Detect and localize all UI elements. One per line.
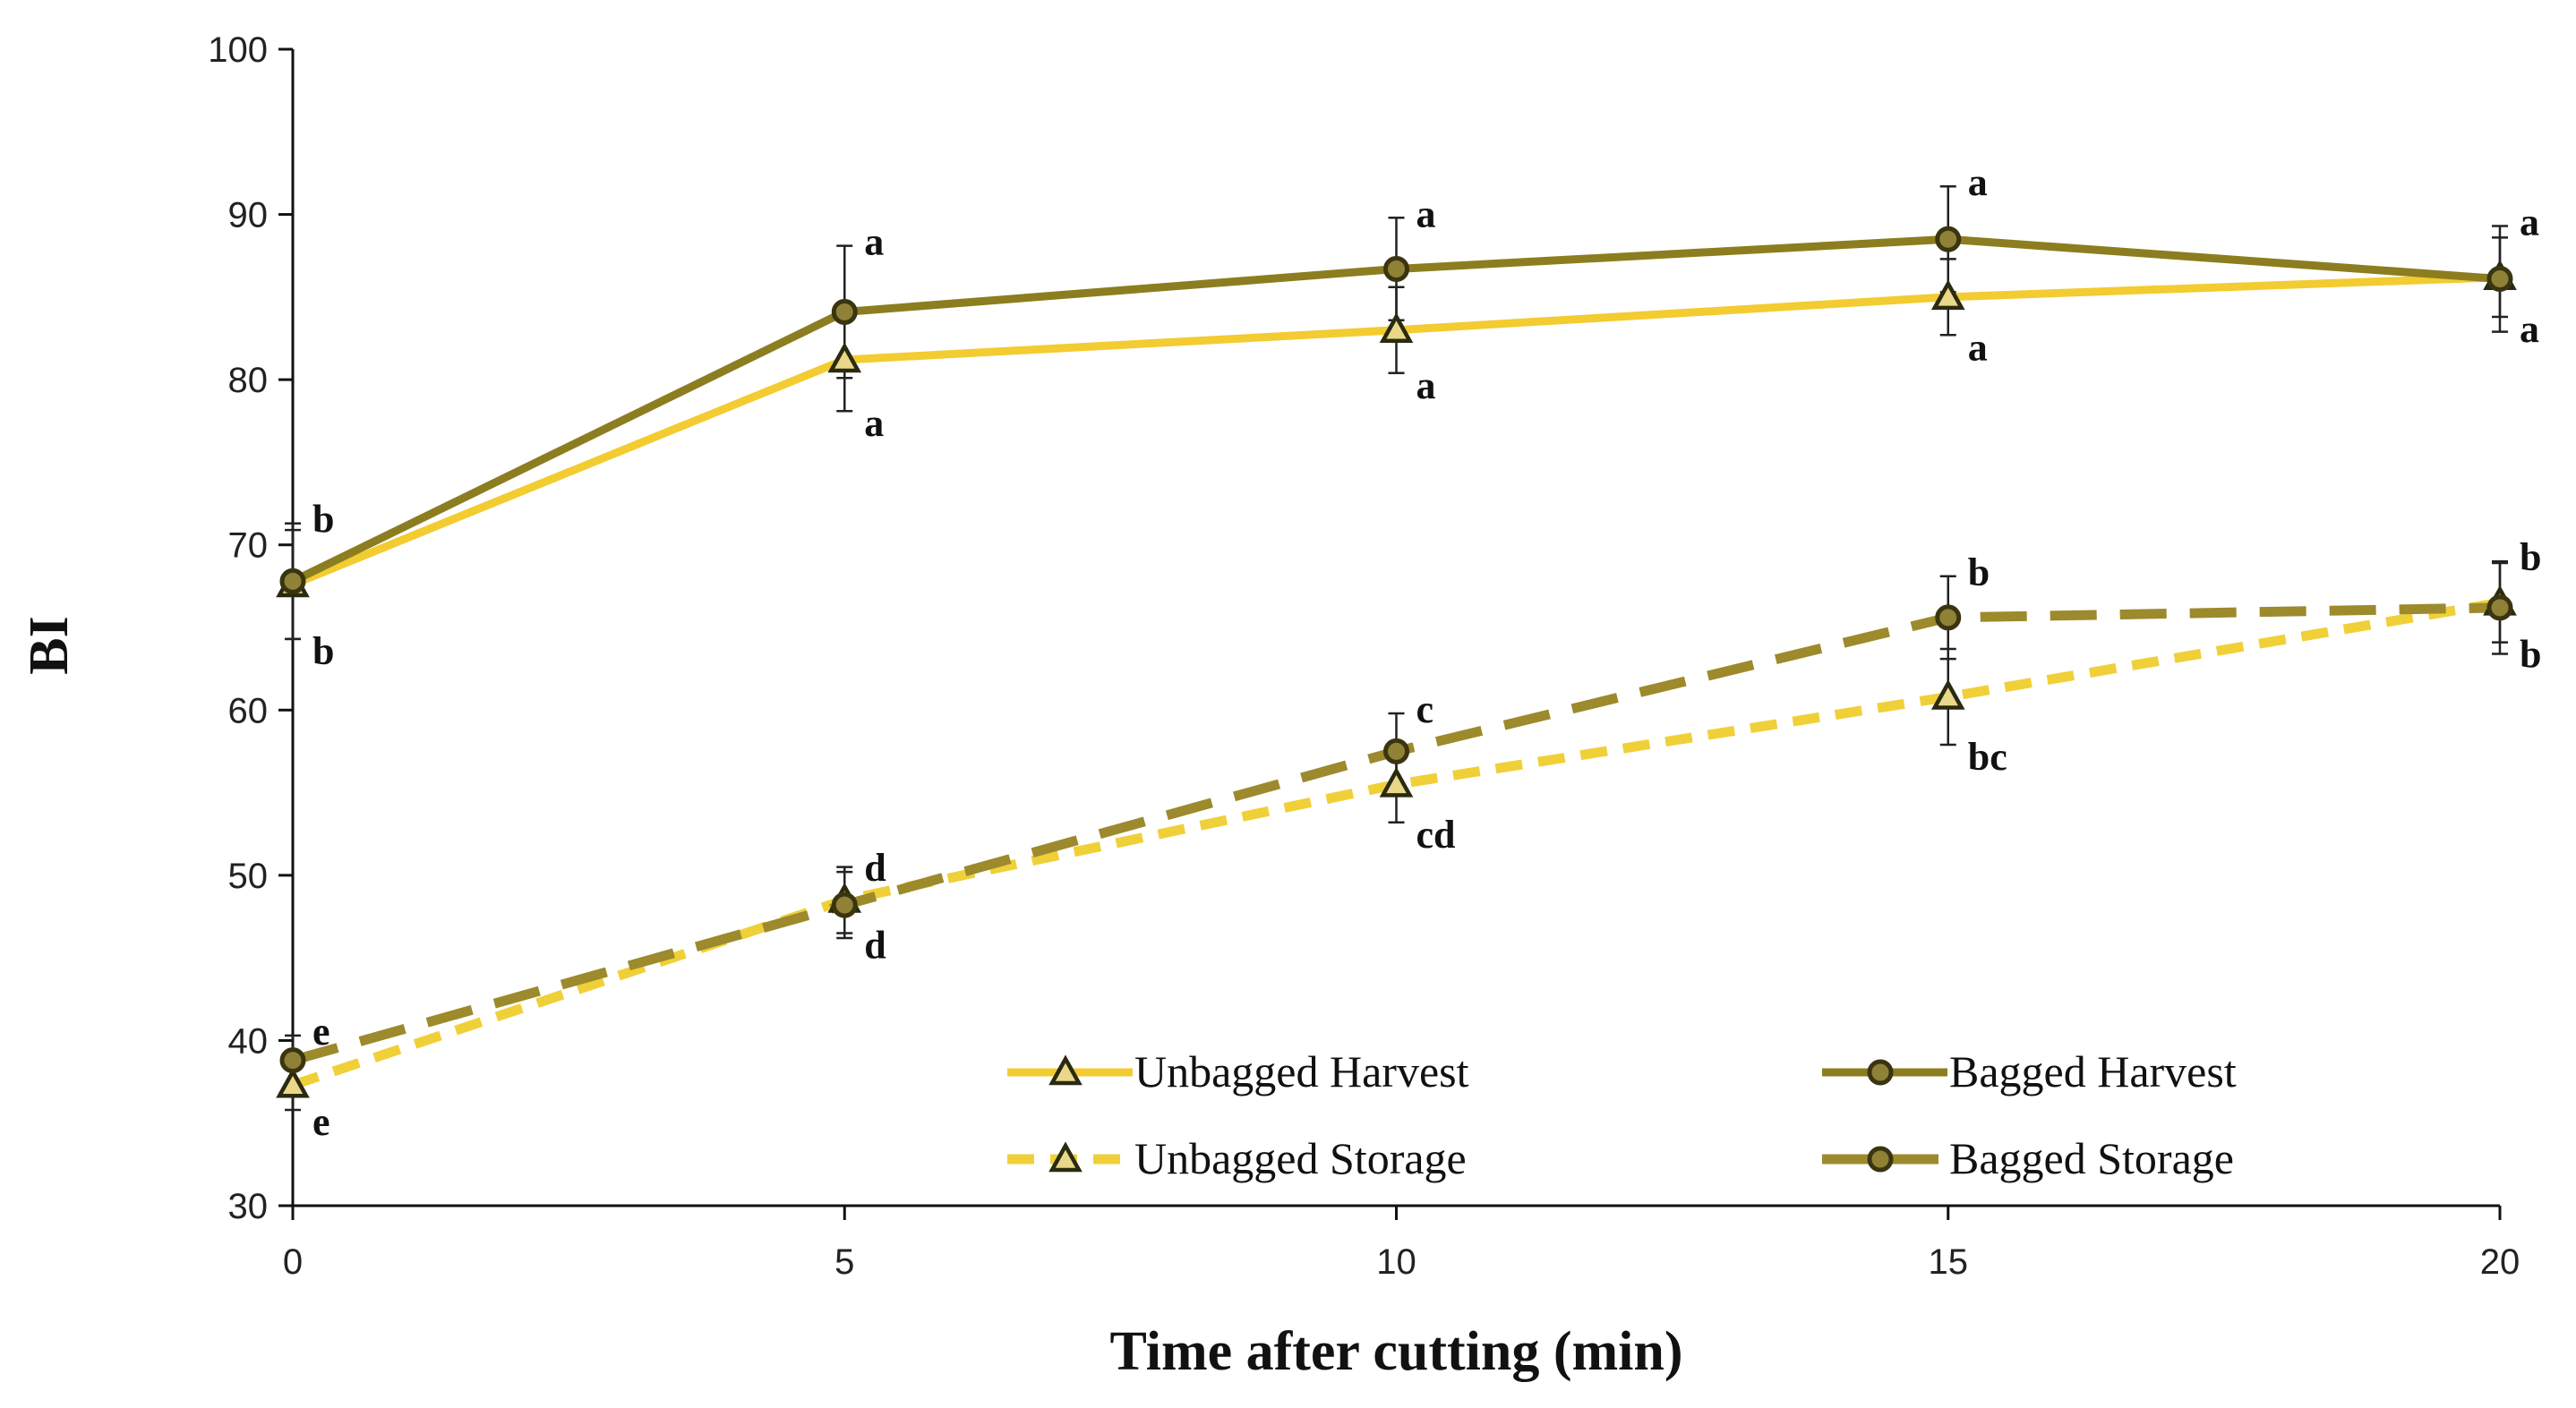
x-axis-title: Time after cutting (min) (1110, 1321, 1683, 1382)
bagged-harvest-marker (2486, 266, 2513, 293)
series-markers (276, 226, 2517, 1098)
x-tick-label: 0 (283, 1242, 303, 1282)
legend-label-unbagged-storage: Unbagged Storage (1134, 1133, 1467, 1183)
bagged-storage-marker (1935, 604, 1962, 631)
bagged-harvest-marker (1383, 255, 1409, 282)
unbagged-harvest-letter: a (2520, 307, 2539, 351)
bagged-storage-line (291, 602, 2501, 1065)
unbagged-storage-letter: b (2520, 633, 2541, 677)
bagged-storage-marker (279, 1047, 306, 1074)
bagged-harvest-letter: a (1416, 192, 1436, 235)
unbagged-harvest-letter: a (864, 401, 884, 445)
unbagged-storage-marker (1379, 766, 1414, 798)
x-tick-label: 10 (1376, 1242, 1416, 1282)
significance-letters: b a a a a b a a a a e d cd bc b e d c b b (312, 160, 2541, 1144)
x-tick-label: 15 (1929, 1242, 1969, 1282)
bagged-harvest-marker (831, 298, 858, 325)
unbagged-harvest-letter: a (1968, 325, 1988, 369)
unbagged-harvest-marker (827, 342, 862, 373)
y-tick-label: 60 (228, 691, 269, 730)
unbagged-storage-letter: bc (1968, 735, 2007, 779)
bagged-harvest-marker (279, 567, 306, 594)
legend: Unbagged Harvest Bagged Harvest Unbagged S… (1007, 1046, 2237, 1183)
y-tick-label: 50 (228, 857, 269, 896)
x-tick-label: 20 (2480, 1242, 2520, 1282)
bagged-storage-letter: e (312, 1010, 330, 1054)
y-tick-label: 90 (228, 196, 269, 235)
bagged-storage-letter: c (1416, 687, 1434, 731)
legend-label-unbagged-harvest: Unbagged Harvest (1134, 1046, 1469, 1097)
unbagged-storage-letter: cd (1416, 813, 1456, 857)
bagged-storage-letter: d (864, 846, 886, 890)
legend-marker-unbagged-storage (1048, 1141, 1083, 1173)
bagged-harvest-letter: a (1968, 160, 1988, 204)
unbagged-storage-letter: d (864, 923, 886, 967)
unbagged-harvest-marker (1379, 312, 1414, 344)
y-axis-title: BI (19, 616, 80, 674)
y-tick-label: 40 (228, 1021, 269, 1061)
y-tick-label: 100 (208, 30, 268, 70)
bagged-storage-letter: b (2520, 535, 2541, 579)
bagged-harvest-letter: a (864, 220, 884, 264)
x-tick-label: 5 (834, 1242, 854, 1282)
unbagged-harvest-marker (1930, 279, 1965, 311)
legend-marker-bagged-harvest (1867, 1059, 1894, 1086)
bagged-harvest-marker (1935, 226, 1962, 252)
bagged-storage-marker (2486, 594, 2513, 621)
y-tick-label: 30 (228, 1187, 269, 1226)
y-tick-label: 70 (228, 526, 269, 566)
bagged-harvest-letter: a (2520, 200, 2539, 243)
legend-marker-unbagged-harvest (1048, 1054, 1083, 1086)
bagged-storage-letter: b (1968, 550, 1990, 594)
legend-label-bagged-storage: Bagged Storage (1949, 1133, 2234, 1183)
legend-marker-bagged-storage (1867, 1146, 1894, 1173)
bagged-harvest-letter: b (312, 498, 334, 542)
y-tick-label: 80 (228, 361, 269, 400)
unbagged-storage-letter: e (312, 1100, 330, 1144)
unbagged-harvest-letter: b (312, 629, 334, 673)
unbagged-storage-line (291, 597, 2501, 1090)
axes: 30 40 50 60 70 80 90 100 0 5 10 15 20 Time after cutt… (19, 30, 2520, 1382)
unbagged-storage-marker (1930, 678, 1965, 710)
bagged-storage-marker (831, 892, 858, 918)
legend-label-bagged-harvest: Bagged Harvest (1949, 1046, 2237, 1097)
bagged-storage-marker (1383, 738, 1409, 764)
unbagged-harvest-letter: a (1416, 363, 1436, 407)
unbagged-storage-marker (276, 1067, 310, 1098)
